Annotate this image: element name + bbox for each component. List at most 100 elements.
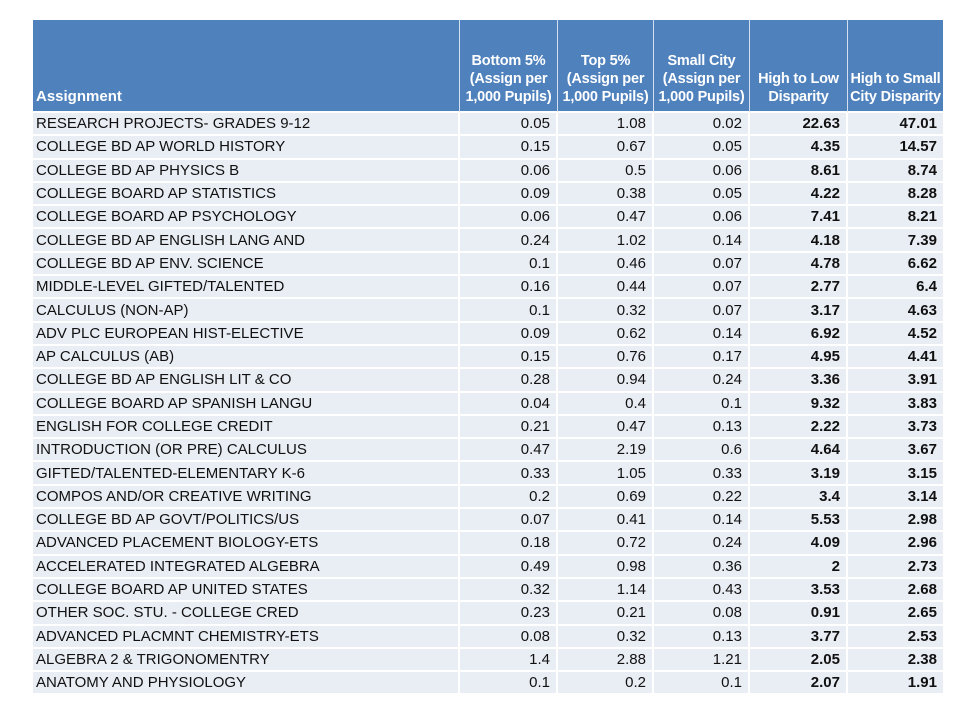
value-cell: 2.73 [848, 555, 943, 579]
value-cell: 0.23 [460, 602, 558, 626]
value-cell: 14.57 [848, 136, 943, 160]
value-cell: 0.46 [558, 252, 654, 277]
value-cell: 2.96 [848, 532, 943, 556]
assignment-cell: COLLEGE BOARD AP PSYCHOLOGY [33, 206, 460, 230]
value-cell: 5.53 [750, 509, 848, 533]
value-cell: 2.65 [848, 602, 943, 626]
assignment-cell: COLLEGE BD AP ENGLISH LIT & CO [33, 369, 460, 393]
table-body: RESEARCH PROJECTS- GRADES 9-12 0.05 1.08 0.… [33, 113, 943, 696]
value-cell: 0.32 [558, 299, 654, 323]
value-cell: 6.4 [848, 276, 943, 300]
value-cell: 8.28 [848, 182, 943, 207]
value-cell: 2.07 [750, 672, 848, 696]
value-cell: 0.98 [558, 555, 654, 579]
value-cell: 4.95 [750, 345, 848, 370]
table-row: COLLEGE BD AP ENGLISH LANG AND 0.24 1.02 0.… [33, 229, 943, 253]
assignment-cell: COLLEGE BD AP ENV. SCIENCE [33, 252, 460, 277]
table-row: COLLEGE BOARD AP UNITED STATES 0.32 1.14 0.… [33, 578, 943, 603]
table-row: ADVANCED PLACEMENT BIOLOGY-ETS 0.18 0.72 0.… [33, 532, 943, 556]
value-cell: 0.47 [460, 439, 558, 463]
value-cell: 0.36 [654, 555, 750, 579]
table-row: ALGEBRA 2 & TRIGONOMENTRY 1.4 2.88 1.21 2.05… [33, 648, 943, 673]
value-cell: 3.77 [750, 625, 848, 649]
value-cell: 4.35 [750, 136, 848, 160]
assignment-cell: AP CALCULUS (AB) [33, 345, 460, 370]
value-cell: 0.22 [654, 485, 750, 510]
value-cell: 4.18 [750, 229, 848, 253]
value-cell: 2.22 [750, 415, 848, 440]
value-cell: 1.02 [558, 229, 654, 253]
column-header-high-to-low-disparity: High to Low Disparity [750, 20, 848, 113]
assignment-cell: COLLEGE BD AP WORLD HISTORY [33, 136, 460, 160]
value-cell: 3.67 [848, 439, 943, 463]
value-cell: 3.91 [848, 369, 943, 393]
value-cell: 2 [750, 555, 848, 579]
table-row: AP CALCULUS (AB) 0.15 0.76 0.17 4.95 4.41 [33, 345, 943, 370]
column-header-bottom-5pct: Bottom 5% (Assign per 1,000 Pupils) [460, 20, 558, 113]
slide-canvas: Assignment Bottom 5% (Assign per 1,000 P… [33, 20, 943, 698]
value-cell: 8.61 [750, 159, 848, 183]
value-cell: 0.08 [460, 625, 558, 649]
value-cell: 0.62 [558, 322, 654, 346]
value-cell: 0.05 [654, 182, 750, 207]
value-cell: 0.69 [558, 485, 654, 510]
value-cell: 0.1 [460, 252, 558, 277]
value-cell: 2.05 [750, 648, 848, 673]
table-row: COLLEGE BOARD AP PSYCHOLOGY 0.06 0.47 0.06 7… [33, 206, 943, 230]
value-cell: 0.07 [460, 509, 558, 533]
value-cell: 0.24 [654, 532, 750, 556]
value-cell: 0.1 [654, 392, 750, 416]
value-cell: 0.09 [460, 322, 558, 346]
value-cell: 0.15 [460, 345, 558, 370]
table-row: ADVANCED PLACMNT CHEMISTRY-ETS 0.08 0.32 0.… [33, 625, 943, 649]
value-cell: 0.13 [654, 625, 750, 649]
value-cell: 0.6 [654, 439, 750, 463]
assignment-cell: ADV PLC EUROPEAN HIST-ELECTIVE [33, 322, 460, 346]
value-cell: 0.1 [460, 299, 558, 323]
value-cell: 0.15 [460, 136, 558, 160]
value-cell: 4.78 [750, 252, 848, 277]
value-cell: 0.05 [460, 113, 558, 137]
value-cell: 4.63 [848, 299, 943, 323]
value-cell: 0.47 [558, 415, 654, 440]
value-cell: 0.17 [654, 345, 750, 370]
assignment-cell: OTHER SOC. STU. - COLLEGE CRED [33, 602, 460, 626]
value-cell: 4.22 [750, 182, 848, 207]
value-cell: 0.47 [558, 206, 654, 230]
assignment-cell: ADVANCED PLACMNT CHEMISTRY-ETS [33, 625, 460, 649]
table-row: GIFTED/TALENTED-ELEMENTARY K-6 0.33 1.05 0.… [33, 462, 943, 486]
value-cell: 0.18 [460, 532, 558, 556]
value-cell: 0.38 [558, 182, 654, 207]
value-cell: 2.68 [848, 578, 943, 603]
table-row: OTHER SOC. STU. - COLLEGE CRED 0.23 0.21 0.… [33, 602, 943, 626]
value-cell: 0.4 [558, 392, 654, 416]
value-cell: 0.07 [654, 252, 750, 277]
assignment-cell: INTRODUCTION (OR PRE) CALCULUS [33, 439, 460, 463]
table-row: COLLEGE BD AP WORLD HISTORY 0.15 0.67 0.05 4… [33, 136, 943, 160]
value-cell: 0.06 [460, 206, 558, 230]
value-cell: 6.62 [848, 252, 943, 277]
assignment-cell: ANATOMY AND PHYSIOLOGY [33, 672, 460, 696]
assignment-cell: COLLEGE BOARD AP SPANISH LANGU [33, 392, 460, 416]
value-cell: 6.92 [750, 322, 848, 346]
assignment-cell: COLLEGE BD AP ENGLISH LANG AND [33, 229, 460, 253]
value-cell: 0.2 [558, 672, 654, 696]
value-cell: 1.05 [558, 462, 654, 486]
value-cell: 0.21 [460, 415, 558, 440]
value-cell: 0.14 [654, 229, 750, 253]
value-cell: 7.39 [848, 229, 943, 253]
value-cell: 0.44 [558, 276, 654, 300]
value-cell: 0.06 [460, 159, 558, 183]
value-cell: 3.73 [848, 415, 943, 440]
table-row: ACCELERATED INTEGRATED ALGEBRA 0.49 0.98 0.… [33, 555, 943, 579]
value-cell: 2.53 [848, 625, 943, 649]
value-cell: 8.21 [848, 206, 943, 230]
value-cell: 0.49 [460, 555, 558, 579]
value-cell: 2.38 [848, 648, 943, 673]
assignment-cell: ACCELERATED INTEGRATED ALGEBRA [33, 555, 460, 579]
table-row: COMPOS AND/OR CREATIVE WRITING 0.2 0.69 0.2… [33, 485, 943, 510]
value-cell: 0.1 [654, 672, 750, 696]
value-cell: 22.63 [750, 113, 848, 137]
table-row: INTRODUCTION (OR PRE) CALCULUS 0.47 2.19 0.… [33, 439, 943, 463]
value-cell: 0.33 [654, 462, 750, 486]
